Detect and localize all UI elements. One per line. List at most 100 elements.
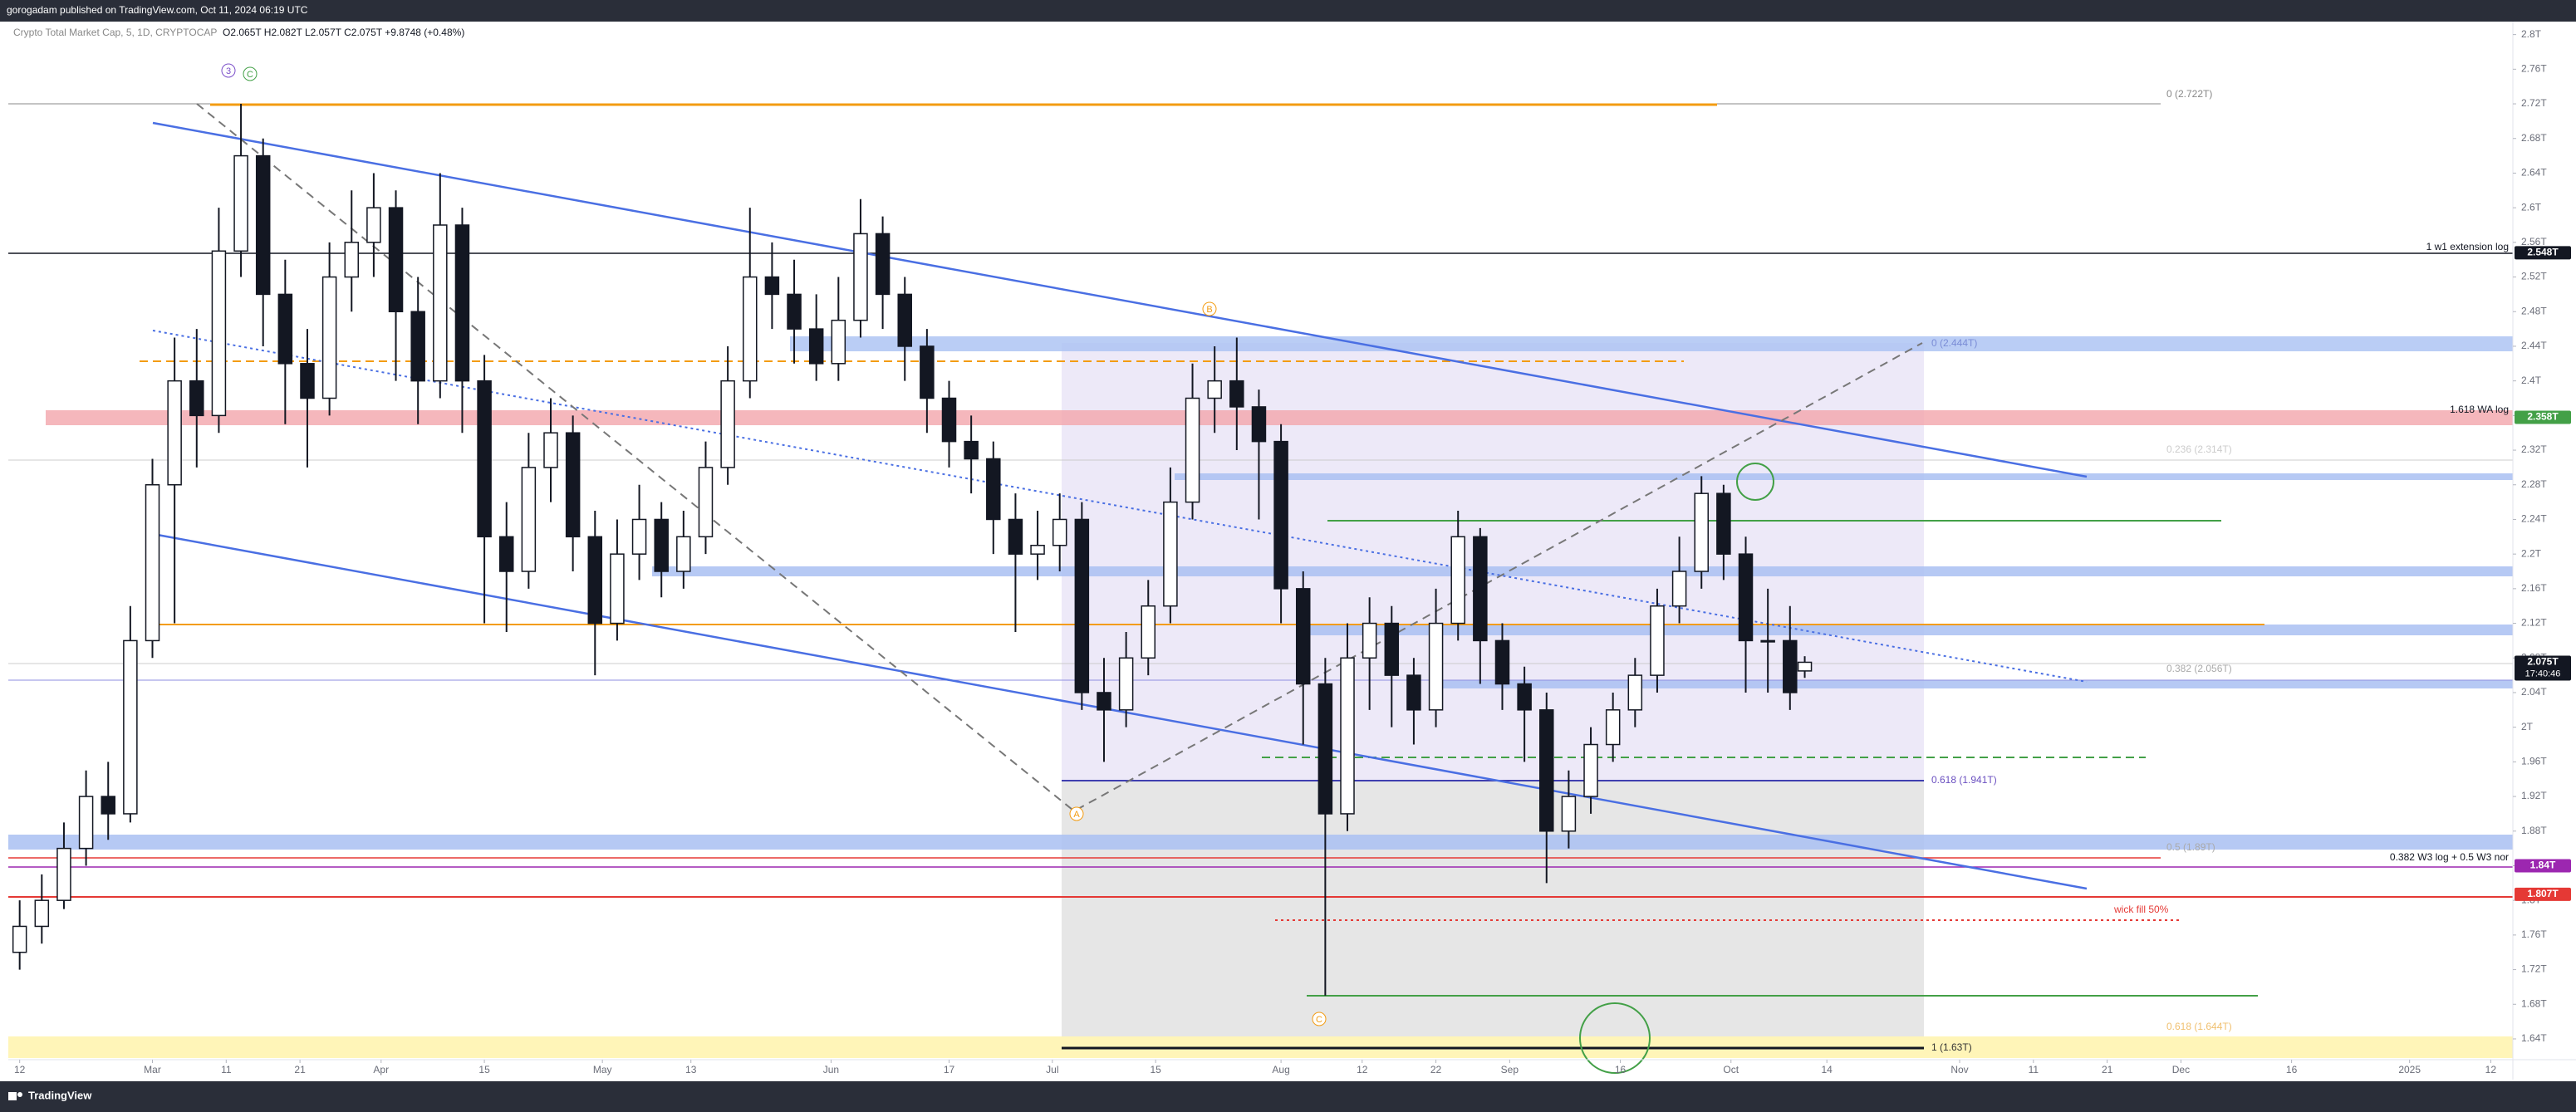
candle-body xyxy=(78,796,94,850)
price-tag xyxy=(2515,859,2571,873)
ohlc: O2.065T H2.082T L2.057T C2.075T +9.8748 … xyxy=(223,27,464,38)
candle-body xyxy=(101,796,115,815)
y-tick-label: 2.6T xyxy=(2521,201,2542,213)
candle-body xyxy=(1185,397,1200,503)
candle-body xyxy=(920,345,935,399)
candle-body xyxy=(698,467,714,538)
candle-body xyxy=(366,207,381,243)
candle-body xyxy=(875,233,891,296)
y-tick-label: 2.56T xyxy=(2521,236,2547,247)
candle-body xyxy=(1251,406,1267,443)
annotation: 0.5 (1.89T) xyxy=(2166,841,2215,853)
x-tick-label: 22 xyxy=(1430,1064,1442,1075)
x-tick-label: Apr xyxy=(373,1064,389,1075)
y-tick-label: 2T xyxy=(2521,721,2534,732)
projection-box-low xyxy=(1062,781,1924,1055)
price-tag-label: 1.807T xyxy=(2527,888,2559,899)
y-tick-label: 2.16T xyxy=(2521,582,2547,594)
x-tick-label: 11 xyxy=(2029,1064,2039,1075)
annotation: 0.382 (2.056T) xyxy=(2166,663,2232,674)
wave-label: A xyxy=(1073,810,1080,820)
wave-marker xyxy=(243,66,258,81)
candle-body xyxy=(1428,622,1444,711)
candle-body xyxy=(743,276,758,382)
candle-body xyxy=(12,925,27,953)
wave-marker xyxy=(1312,1012,1327,1026)
candle-body xyxy=(1716,492,1731,555)
countdown: 17:40:46 xyxy=(2525,669,2561,678)
x-tick-label: Dec xyxy=(2172,1064,2190,1075)
trend-line xyxy=(152,121,2088,478)
footer-bar xyxy=(0,1081,2576,1112)
symbol: Crypto Total Market Cap, 5, 1D, CRYPTOCA… xyxy=(13,27,217,38)
candle-body xyxy=(1229,380,1244,408)
candle-body xyxy=(1539,709,1554,832)
candle-body xyxy=(1141,605,1156,659)
candle-body xyxy=(233,154,248,252)
x-tick-label: Jul xyxy=(1046,1064,1058,1075)
x-tick-label: Oct xyxy=(1723,1064,1739,1075)
candle-body xyxy=(1273,440,1288,590)
x-tick-label: Aug xyxy=(1272,1064,1289,1075)
y-tick-label: 1.88T xyxy=(2521,825,2547,836)
candle-body xyxy=(897,293,912,347)
wave-label: B xyxy=(1206,305,1212,315)
candle-body xyxy=(1362,622,1377,659)
wave-marker xyxy=(221,63,236,78)
y-tick-label: 2.68T xyxy=(2521,132,2547,144)
candle-body xyxy=(720,380,735,468)
price-tag-label: 2.075T xyxy=(2527,656,2559,668)
annotation: 0.236 (2.314T) xyxy=(2166,443,2232,455)
wave-label: C xyxy=(247,70,253,80)
highlight-circle xyxy=(1579,1002,1651,1074)
y-tick-label: 1.68T xyxy=(2521,997,2547,1009)
x-tick-label: 21 xyxy=(2102,1064,2113,1075)
y-tick-label: 2.72T xyxy=(2521,97,2547,109)
annotations: 0 (2.722T) 1 w1 extension log 0 (2.444T)… xyxy=(221,63,2509,1053)
x-tick-label: 15 xyxy=(1150,1064,1161,1075)
wave-label: 3 xyxy=(226,66,231,76)
y-tick-label: 1.64T xyxy=(2521,1032,2547,1044)
candle-body xyxy=(1340,657,1355,815)
candle-body xyxy=(1650,605,1665,676)
candle-body xyxy=(1494,639,1510,685)
y-tick-label: 2.32T xyxy=(2521,443,2547,455)
candle-body xyxy=(654,518,669,572)
candle-body xyxy=(964,440,979,460)
candle-body xyxy=(1207,380,1222,399)
axes: 2.8T 2.76T 2.72T 2.68T 2.64T 2.6T 2.56T 2.52T 2.… xyxy=(14,28,2547,1075)
publisher: gorogadam published on TradingView.com, … xyxy=(7,4,308,16)
price-tag-label: 1.84T xyxy=(2530,860,2556,871)
trend-line xyxy=(196,103,1077,814)
x-tick-label: 12 xyxy=(1357,1064,1368,1075)
price-tag xyxy=(2515,887,2571,901)
candle-body xyxy=(344,242,360,278)
candle-body xyxy=(521,467,537,572)
x-tick-label: Jun xyxy=(823,1064,839,1075)
y-tick-label: 1.76T xyxy=(2521,928,2547,940)
candle-body xyxy=(1008,518,1023,555)
zone xyxy=(1175,473,2513,480)
price-tag xyxy=(2515,655,2571,681)
x-tick-label: 16 xyxy=(1615,1064,1627,1075)
annotation: 0.618 (1.941T) xyxy=(1931,774,1997,786)
annotation: 0 (2.722T) xyxy=(2166,88,2212,100)
candle-body xyxy=(1097,692,1111,711)
candle-body xyxy=(1738,553,1754,642)
candle-body xyxy=(631,518,647,555)
candle-body xyxy=(454,224,470,382)
x-tick-label: May xyxy=(593,1064,612,1075)
wave-marker xyxy=(1069,806,1084,821)
candle-body xyxy=(1295,588,1311,685)
candle-body xyxy=(1605,709,1621,746)
zone xyxy=(1298,625,2513,635)
candle-body xyxy=(565,432,581,538)
annotation: 1.618 WA log xyxy=(2450,404,2509,415)
candle-body xyxy=(764,276,780,296)
candle-body xyxy=(388,207,404,312)
candle-body xyxy=(676,536,691,572)
candle-body xyxy=(1406,674,1421,711)
drawings xyxy=(8,103,2513,1074)
x-tick-label: 12 xyxy=(2485,1064,2497,1075)
